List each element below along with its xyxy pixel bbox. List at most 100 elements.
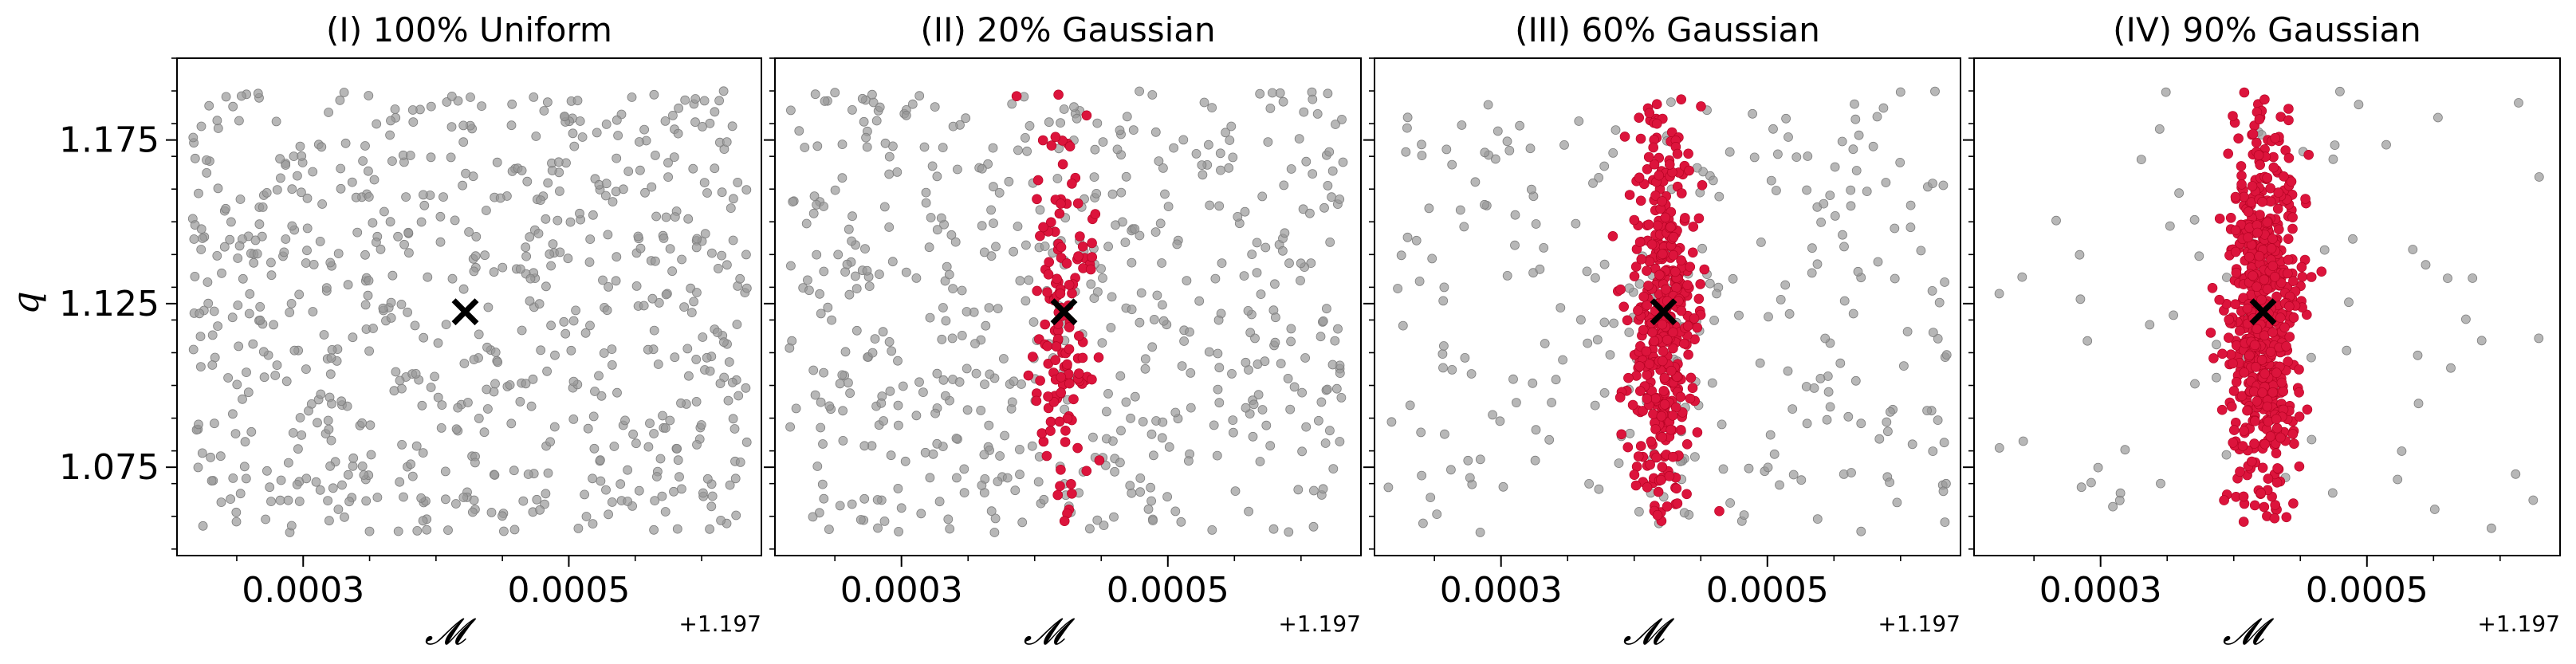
gaussian-point — [1649, 159, 1660, 170]
background-point — [1276, 359, 1286, 369]
gaussian-point — [1064, 322, 1075, 332]
x-offset-label: +1.197 — [1878, 611, 1961, 637]
background-point — [1060, 404, 1069, 415]
background-point — [207, 330, 218, 340]
background-point — [700, 229, 710, 239]
background-point — [1398, 320, 1408, 331]
background-point — [1150, 227, 1161, 238]
background-point — [679, 302, 689, 312]
background-point — [523, 470, 533, 479]
background-point — [1848, 144, 1858, 155]
background-point — [837, 370, 848, 380]
gaussian-point — [1645, 459, 1655, 470]
background-point — [1447, 159, 1457, 170]
background-point — [426, 152, 436, 163]
background-point — [395, 477, 405, 487]
background-point — [1178, 135, 1189, 145]
gaussian-point — [2271, 422, 2283, 434]
gaussian-point — [1635, 386, 1646, 396]
background-point — [1158, 316, 1169, 326]
background-point — [422, 525, 432, 535]
gaussian-point — [1635, 195, 1646, 206]
background-point — [498, 262, 508, 273]
background-point — [682, 344, 693, 354]
gaussian-point — [1641, 346, 1652, 357]
background-point — [844, 224, 854, 234]
background-point — [1140, 354, 1150, 364]
background-point — [732, 320, 742, 329]
background-point — [1873, 257, 1883, 267]
background-point — [410, 320, 420, 331]
background-point — [301, 473, 312, 484]
gaussian-point — [2302, 309, 2312, 320]
gaussian-point — [1042, 340, 1052, 352]
background-point — [1147, 342, 1158, 352]
background-point — [1260, 356, 1270, 367]
background-point — [1890, 223, 1900, 234]
background-point — [271, 116, 281, 127]
background-point — [1938, 180, 1949, 191]
background-point — [962, 363, 972, 374]
background-point — [723, 395, 733, 406]
background-point — [221, 92, 231, 102]
background-point — [901, 110, 911, 120]
gaussian-point — [1634, 172, 1645, 183]
gaussian-point — [1630, 261, 1642, 272]
background-point — [623, 465, 632, 475]
background-point — [654, 297, 664, 308]
background-point — [411, 368, 421, 379]
background-point — [461, 168, 470, 179]
background-point — [1327, 192, 1336, 202]
background-point — [847, 236, 856, 246]
gaussian-point — [1072, 442, 1083, 454]
gaussian-point — [1046, 140, 1057, 151]
background-point — [233, 301, 243, 310]
background-point — [867, 89, 877, 100]
background-point — [386, 312, 396, 323]
background-point — [911, 273, 922, 283]
gaussian-point — [2251, 362, 2261, 372]
background-point — [1881, 178, 1891, 187]
background-point — [665, 244, 675, 254]
gaussian-point — [1658, 346, 1669, 357]
background-point — [947, 333, 958, 344]
gaussian-point — [1072, 198, 1083, 209]
background-point — [1157, 258, 1166, 268]
gaussian-point — [2230, 191, 2241, 202]
gaussian-point — [1676, 305, 1687, 316]
gaussian-point — [2289, 438, 2299, 450]
gaussian-point — [2316, 266, 2327, 277]
gaussian-point — [2267, 327, 2278, 338]
background-point — [470, 251, 481, 261]
background-point — [1823, 387, 1834, 397]
background-point — [580, 489, 589, 500]
background-point — [1111, 220, 1120, 230]
background-point — [1820, 333, 1831, 344]
background-point — [1000, 430, 1009, 441]
background-point — [347, 177, 357, 187]
background-point — [706, 501, 717, 512]
gaussian-point — [1614, 392, 1626, 403]
background-point — [1103, 242, 1113, 252]
background-point — [995, 451, 1005, 461]
gaussian-point — [2287, 223, 2298, 234]
background-point — [529, 92, 539, 102]
gaussian-point — [1032, 194, 1042, 205]
background-point — [1318, 316, 1328, 326]
background-point — [1022, 146, 1032, 156]
background-point — [327, 344, 337, 355]
background-point — [482, 384, 492, 395]
background-point — [1257, 405, 1268, 415]
background-point — [1121, 171, 1131, 182]
background-point — [715, 379, 726, 389]
background-point — [1846, 468, 1856, 477]
gaussian-point — [1675, 391, 1686, 403]
background-point — [583, 423, 593, 434]
background-point — [830, 185, 840, 195]
gaussian-point — [1638, 406, 1648, 416]
background-point — [308, 167, 318, 177]
background-point — [1040, 242, 1050, 251]
background-point — [272, 185, 282, 195]
background-point — [363, 166, 373, 176]
background-point — [581, 512, 592, 521]
